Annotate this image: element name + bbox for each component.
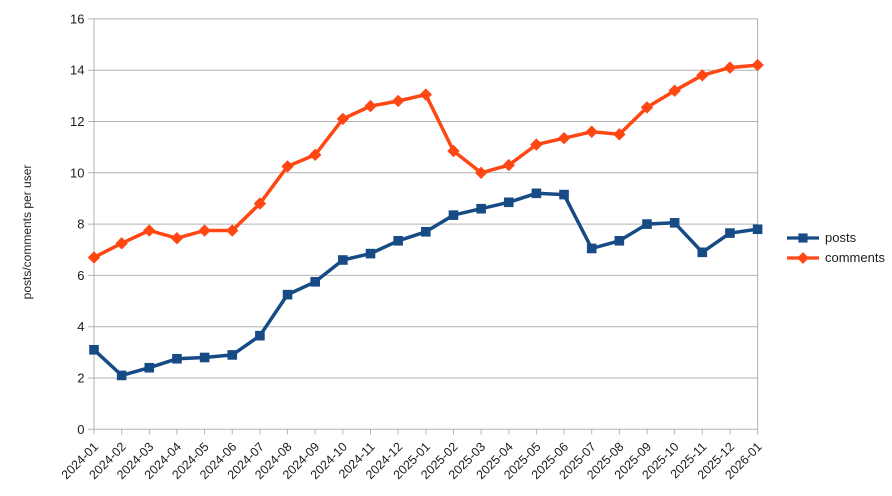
marker-posts bbox=[697, 247, 708, 258]
marker-posts bbox=[310, 277, 320, 287]
marker-posts bbox=[172, 353, 182, 364]
marker-comments bbox=[557, 131, 571, 145]
y-axis-tick-label: 2 bbox=[77, 371, 84, 386]
marker-posts bbox=[669, 218, 680, 228]
marker-comments bbox=[530, 138, 543, 151]
marker-posts bbox=[559, 189, 569, 200]
marker-posts bbox=[116, 370, 127, 381]
marker-comments bbox=[281, 160, 294, 173]
marker-posts bbox=[144, 362, 155, 373]
y-axis-tick-label: 14 bbox=[70, 63, 84, 78]
marker-posts bbox=[798, 232, 808, 243]
legend: posts comments bbox=[786, 229, 885, 269]
marker-comments bbox=[253, 197, 267, 210]
marker-comments bbox=[419, 88, 432, 101]
y-axis-tick-label: 16 bbox=[70, 11, 84, 26]
marker-posts bbox=[421, 226, 431, 237]
marker-comments bbox=[391, 94, 405, 108]
marker-comments bbox=[198, 224, 211, 237]
y-axis-tick-label: 4 bbox=[77, 319, 84, 334]
marker-posts bbox=[227, 350, 238, 360]
marker-posts bbox=[282, 289, 293, 300]
marker-posts bbox=[255, 330, 265, 341]
y-axis-tick-label: 6 bbox=[77, 268, 84, 283]
marker-posts bbox=[393, 235, 403, 246]
marker-posts bbox=[89, 344, 99, 355]
y-axis-title: posts/comments per user bbox=[20, 164, 34, 300]
marker-comments bbox=[585, 125, 598, 138]
marker-comments bbox=[797, 251, 809, 264]
marker-posts bbox=[365, 248, 376, 259]
marker-posts bbox=[476, 203, 486, 214]
marker-comments bbox=[364, 99, 377, 113]
marker-comments bbox=[751, 58, 764, 72]
marker-comments bbox=[170, 232, 184, 245]
marker-comments bbox=[613, 128, 626, 141]
legend-item-posts: posts bbox=[786, 229, 885, 246]
series-line-posts bbox=[92, 191, 760, 378]
marker-posts bbox=[448, 210, 459, 220]
marker-comments bbox=[115, 237, 128, 250]
marker-posts bbox=[725, 228, 735, 238]
marker-comments bbox=[309, 148, 322, 162]
marker-comments bbox=[723, 61, 737, 74]
marker-posts bbox=[642, 219, 652, 229]
marker-posts bbox=[503, 197, 514, 208]
marker-posts bbox=[586, 243, 597, 254]
marker-comments bbox=[447, 144, 460, 158]
legend-label-comments: comments bbox=[825, 250, 885, 265]
legend-label-posts: posts bbox=[825, 230, 857, 245]
marker-comments bbox=[502, 158, 515, 172]
marker-comments bbox=[696, 69, 709, 82]
marker-comments bbox=[87, 251, 101, 264]
legend-marker-posts-icon bbox=[787, 232, 819, 243]
legend-marker-comments-icon bbox=[787, 251, 819, 264]
marker-comments bbox=[668, 84, 681, 97]
marker-comments bbox=[640, 101, 654, 114]
marker-posts bbox=[531, 188, 542, 199]
y-axis-tick-label: 12 bbox=[70, 114, 84, 129]
legend-item-comments: comments bbox=[786, 249, 885, 266]
marker-comments bbox=[143, 224, 156, 237]
marker-posts bbox=[752, 224, 763, 235]
marker-comments bbox=[226, 224, 239, 237]
marker-posts bbox=[338, 255, 348, 265]
marker-comments bbox=[474, 166, 488, 179]
marker-posts bbox=[199, 352, 210, 363]
y-axis-tick-label: 8 bbox=[77, 217, 84, 232]
y-axis-tick-label: 10 bbox=[70, 165, 84, 180]
marker-posts bbox=[614, 235, 625, 246]
marker-comments bbox=[336, 112, 350, 126]
y-axis-tick-label: 0 bbox=[77, 422, 84, 437]
